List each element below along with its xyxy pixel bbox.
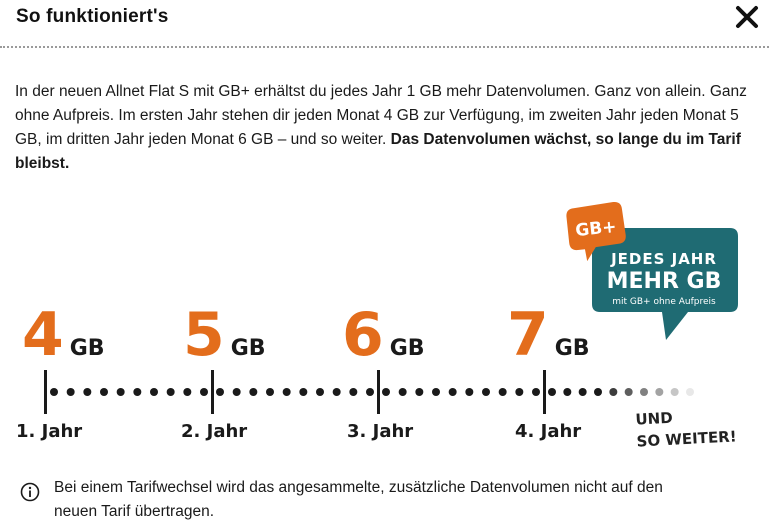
gb-number: 6 bbox=[342, 300, 384, 370]
gb-unit: GB bbox=[230, 336, 266, 361]
intro-text: In der neuen Allnet Flat S mit GB+ erhäl… bbox=[15, 83, 747, 148]
timeline-dot bbox=[398, 388, 407, 396]
timeline-dot bbox=[150, 388, 158, 396]
gb-number: 4 bbox=[22, 300, 64, 370]
timeline-dot bbox=[316, 388, 324, 396]
year-label-4: 4. Jahr bbox=[515, 421, 582, 442]
intro-bold-text: Das Datenvolumen wächst, so lange du im … bbox=[15, 131, 741, 172]
info-text: Bei einem Tarifwechsel wird das angesamm… bbox=[54, 479, 663, 520]
timeline-dot bbox=[249, 388, 258, 396]
gb-unit: GB bbox=[554, 336, 590, 361]
gb-value-year-3: 6 GB bbox=[342, 300, 425, 370]
timeline-dot bbox=[83, 388, 92, 396]
close-button[interactable] bbox=[734, 4, 760, 30]
gb-unit: GB bbox=[389, 336, 425, 361]
timeline-dot bbox=[50, 388, 58, 396]
gb-unit: GB bbox=[69, 336, 105, 361]
timeline-dot bbox=[624, 388, 633, 396]
timeline-dot bbox=[266, 388, 274, 396]
timeline-dot bbox=[133, 388, 142, 396]
info-icon bbox=[20, 482, 40, 502]
timeline-dot bbox=[200, 388, 208, 396]
timeline-tick bbox=[543, 370, 546, 414]
year-label-1: 1. Jahr bbox=[16, 421, 83, 442]
year-label-3: 3. Jahr bbox=[347, 421, 414, 442]
close-icon bbox=[736, 6, 758, 28]
badge-logo: GB+ bbox=[574, 217, 617, 241]
timeline-dot bbox=[578, 388, 587, 396]
header-divider bbox=[0, 46, 769, 48]
timeline-dot bbox=[332, 388, 341, 396]
timeline-dot bbox=[183, 388, 192, 396]
badge-line2: MEHR GB bbox=[607, 269, 722, 294]
timeline bbox=[0, 360, 700, 425]
timeline-dot bbox=[100, 388, 108, 396]
timeline-dot bbox=[465, 388, 474, 396]
badge-graphic: GB+ JEDES JAHR MEHR GB mit GB+ ohne Aufp… bbox=[566, 201, 738, 340]
timeline-dot bbox=[482, 388, 490, 396]
badge-line3: mit GB+ ohne Aufpreis bbox=[612, 297, 716, 307]
timeline-dot bbox=[432, 388, 440, 396]
timeline-graphic bbox=[44, 370, 694, 414]
timeline-tick bbox=[44, 370, 47, 414]
continue-line-2: SO WEITER! bbox=[636, 427, 738, 451]
timeline-dot bbox=[655, 388, 664, 396]
timeline-dot bbox=[515, 388, 524, 396]
timeline-dot bbox=[498, 388, 507, 396]
intro-paragraph: In der neuen Allnet Flat S mit GB+ erhäl… bbox=[15, 80, 750, 176]
timeline-tick bbox=[377, 370, 380, 414]
gb-number: 7 bbox=[507, 300, 549, 370]
timeline-dot bbox=[216, 388, 224, 396]
gb-value-year-4: 7 GB bbox=[507, 300, 590, 370]
timeline-dot bbox=[594, 388, 602, 396]
dialog-title: So funktioniert's bbox=[16, 6, 169, 27]
timeline-dot bbox=[299, 388, 308, 396]
timeline-dot bbox=[66, 388, 75, 396]
timeline-dot bbox=[349, 388, 358, 396]
timeline-tick bbox=[211, 370, 214, 414]
timeline-dot bbox=[532, 388, 540, 396]
timeline-dot bbox=[563, 388, 572, 396]
timeline-dot bbox=[609, 388, 618, 396]
timeline-dot bbox=[640, 388, 648, 396]
timeline-dot bbox=[670, 388, 679, 396]
gb-value-year-1: 4 GB bbox=[22, 300, 105, 370]
timeline-dot bbox=[282, 388, 291, 396]
badge-line1: JEDES JAHR bbox=[610, 250, 717, 268]
gb-number: 5 bbox=[183, 300, 225, 370]
continue-label: UND SO WEITER! bbox=[635, 403, 737, 452]
timeline-dot bbox=[366, 388, 374, 396]
timeline-dot bbox=[232, 388, 241, 396]
timeline-dot bbox=[166, 388, 175, 396]
timeline-dot bbox=[116, 388, 125, 396]
timeline-dot bbox=[548, 388, 556, 396]
gb-plus-badge: GB+ JEDES JAHR MEHR GB mit GB+ ohne Aufp… bbox=[562, 200, 742, 355]
timeline-dot bbox=[382, 388, 390, 396]
year-label-2: 2. Jahr bbox=[181, 421, 248, 442]
timeline-dot bbox=[415, 388, 424, 396]
timeline-dot bbox=[448, 388, 457, 396]
gb-value-year-2: 5 GB bbox=[183, 300, 266, 370]
timeline-dot bbox=[686, 388, 694, 396]
dialog-header: So funktioniert's bbox=[0, 0, 769, 46]
